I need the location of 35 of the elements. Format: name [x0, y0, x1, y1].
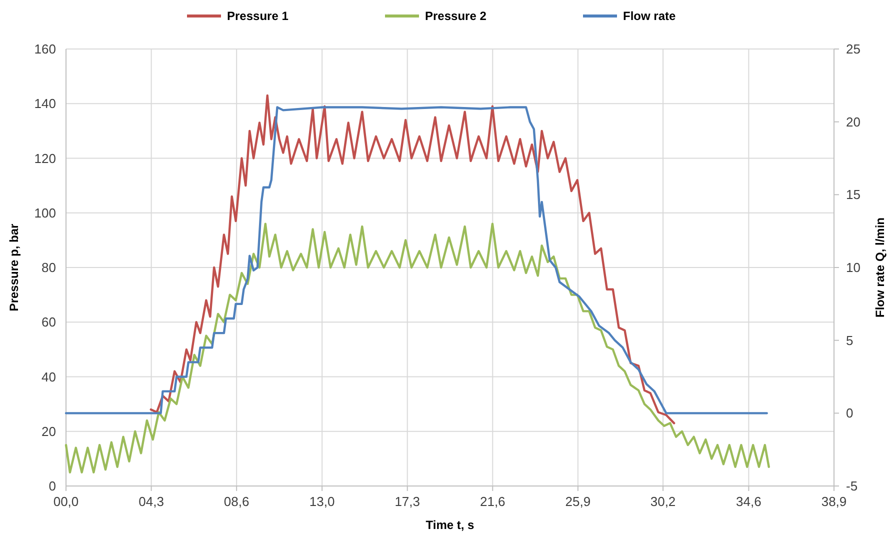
legend-label: Pressure 2: [425, 9, 487, 24]
x-tick-label: 38,9: [821, 494, 847, 509]
x-tick-label: 04,3: [138, 494, 164, 509]
x-tick-label: 25,9: [565, 494, 591, 509]
legend-label: Flow rate: [623, 9, 676, 24]
x-tick-label: 30,2: [650, 494, 676, 509]
y-tick-label: 120: [34, 150, 56, 166]
y2-tick-label: 0: [846, 406, 854, 421]
y2-tick-label: -5: [846, 478, 858, 494]
y2-tick-label: 25: [846, 42, 860, 57]
y-tick-label: 40: [42, 369, 56, 384]
x-tick-label: 17,3: [394, 494, 420, 509]
y2-tick-label: 10: [846, 260, 860, 276]
y-tick-label: 100: [34, 205, 56, 220]
x-tick-label: 13,0: [309, 494, 335, 509]
legend-label: Pressure 1: [227, 9, 289, 24]
y2-axis-title: Flow rate Q, l/min: [873, 217, 887, 318]
line-series: [150, 94, 676, 424]
y-tick-label: 160: [34, 42, 56, 57]
y-axis-title: Pressure p, bar: [7, 223, 21, 312]
y-tick-label: 80: [42, 260, 56, 276]
line-series: [64, 222, 770, 474]
y-tick-label: 140: [34, 96, 56, 112]
y-tick-label: 0: [48, 478, 56, 494]
y-tick-label: 60: [42, 314, 56, 330]
y-tick-label: 20: [42, 424, 56, 439]
y2-tick-label: 15: [846, 187, 860, 202]
line-series: [64, 106, 768, 414]
y2-tick-label: 20: [846, 114, 860, 130]
x-tick-label: 00,0: [53, 494, 79, 509]
y2-tick-label: 5: [846, 332, 854, 348]
x-tick-label: 34,6: [736, 494, 762, 509]
x-axis-title: Time t, s: [426, 518, 475, 532]
x-tick-label: 21,6: [480, 494, 506, 509]
x-tick-label: 08,6: [224, 494, 250, 509]
